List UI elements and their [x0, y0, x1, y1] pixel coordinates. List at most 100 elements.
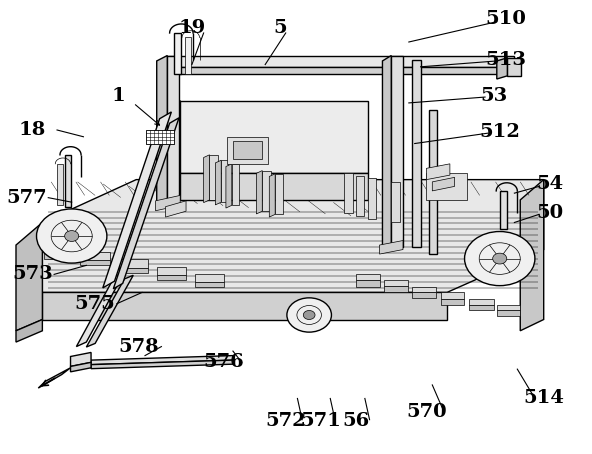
- Polygon shape: [345, 173, 353, 213]
- Circle shape: [65, 231, 79, 242]
- Polygon shape: [391, 65, 514, 71]
- Polygon shape: [440, 299, 464, 305]
- Polygon shape: [497, 305, 520, 311]
- Polygon shape: [91, 360, 233, 369]
- Text: 510: 510: [485, 10, 526, 29]
- Polygon shape: [426, 164, 450, 180]
- Polygon shape: [382, 55, 391, 253]
- Polygon shape: [275, 174, 283, 214]
- Polygon shape: [43, 292, 447, 320]
- Text: 514: 514: [523, 390, 564, 407]
- Polygon shape: [16, 222, 43, 331]
- Polygon shape: [70, 352, 91, 366]
- Polygon shape: [412, 60, 420, 247]
- Polygon shape: [384, 280, 408, 286]
- Polygon shape: [379, 241, 403, 254]
- Polygon shape: [118, 267, 148, 273]
- Polygon shape: [232, 164, 239, 205]
- Polygon shape: [146, 130, 173, 143]
- Polygon shape: [70, 362, 91, 372]
- Polygon shape: [157, 275, 186, 280]
- Polygon shape: [16, 320, 43, 342]
- Circle shape: [493, 253, 507, 264]
- Text: 571: 571: [301, 412, 342, 430]
- Polygon shape: [103, 112, 171, 288]
- Polygon shape: [44, 243, 72, 252]
- Circle shape: [287, 298, 332, 332]
- Text: 573: 573: [12, 266, 53, 283]
- Polygon shape: [440, 292, 464, 299]
- Polygon shape: [38, 368, 70, 388]
- Polygon shape: [413, 292, 436, 298]
- Polygon shape: [57, 164, 63, 205]
- Text: 512: 512: [480, 123, 520, 141]
- Polygon shape: [195, 274, 224, 281]
- Polygon shape: [157, 266, 186, 275]
- Polygon shape: [507, 58, 522, 76]
- Polygon shape: [76, 272, 124, 346]
- Polygon shape: [497, 58, 507, 79]
- Text: 570: 570: [406, 403, 447, 421]
- Text: 572: 572: [265, 412, 306, 430]
- Polygon shape: [195, 281, 224, 286]
- Polygon shape: [180, 173, 368, 200]
- Polygon shape: [118, 260, 148, 267]
- Polygon shape: [413, 286, 436, 292]
- Polygon shape: [113, 118, 179, 289]
- Polygon shape: [43, 180, 543, 292]
- Polygon shape: [210, 155, 218, 200]
- Polygon shape: [81, 260, 110, 265]
- Polygon shape: [500, 191, 507, 229]
- Text: 577: 577: [7, 189, 47, 207]
- Polygon shape: [368, 178, 376, 219]
- Polygon shape: [162, 101, 180, 207]
- Polygon shape: [426, 173, 468, 200]
- Polygon shape: [91, 355, 233, 365]
- Text: 18: 18: [19, 121, 46, 139]
- Polygon shape: [168, 55, 179, 202]
- Text: 1: 1: [112, 87, 126, 105]
- Polygon shape: [157, 55, 168, 207]
- Polygon shape: [432, 178, 455, 191]
- Text: 513: 513: [485, 51, 526, 69]
- Polygon shape: [185, 38, 191, 74]
- Polygon shape: [166, 201, 186, 217]
- Polygon shape: [356, 281, 379, 286]
- Text: 54: 54: [536, 175, 563, 193]
- Text: 5: 5: [273, 20, 287, 38]
- Polygon shape: [356, 176, 364, 216]
- Circle shape: [465, 232, 535, 286]
- Polygon shape: [256, 171, 262, 214]
- Text: 53: 53: [480, 87, 507, 105]
- Polygon shape: [204, 155, 210, 202]
- Circle shape: [37, 209, 107, 263]
- Polygon shape: [384, 286, 408, 292]
- Polygon shape: [356, 274, 379, 281]
- Text: 19: 19: [178, 20, 205, 38]
- Polygon shape: [44, 252, 72, 259]
- Polygon shape: [391, 55, 403, 247]
- Polygon shape: [166, 67, 514, 74]
- Polygon shape: [166, 55, 514, 67]
- Polygon shape: [497, 311, 520, 316]
- Polygon shape: [469, 305, 494, 311]
- Text: 56: 56: [342, 412, 369, 430]
- Polygon shape: [262, 171, 271, 211]
- Text: 578: 578: [119, 338, 159, 355]
- Polygon shape: [81, 252, 110, 260]
- Polygon shape: [227, 137, 268, 164]
- Polygon shape: [221, 160, 229, 202]
- Polygon shape: [174, 33, 181, 74]
- Polygon shape: [156, 195, 180, 211]
- Polygon shape: [215, 160, 221, 205]
- Text: 575: 575: [75, 295, 115, 313]
- Polygon shape: [391, 182, 400, 222]
- Polygon shape: [520, 180, 543, 331]
- Text: 50: 50: [536, 204, 563, 222]
- Polygon shape: [469, 299, 494, 305]
- Polygon shape: [180, 101, 368, 173]
- Circle shape: [303, 311, 315, 320]
- Polygon shape: [429, 110, 437, 254]
- Polygon shape: [269, 174, 275, 217]
- Polygon shape: [65, 155, 70, 207]
